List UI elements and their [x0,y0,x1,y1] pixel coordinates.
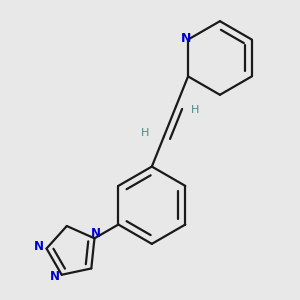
Text: H: H [190,105,199,115]
Text: N: N [50,270,60,283]
Text: H: H [141,128,149,138]
Text: N: N [181,32,191,45]
Text: N: N [91,227,101,240]
Text: N: N [33,240,43,253]
